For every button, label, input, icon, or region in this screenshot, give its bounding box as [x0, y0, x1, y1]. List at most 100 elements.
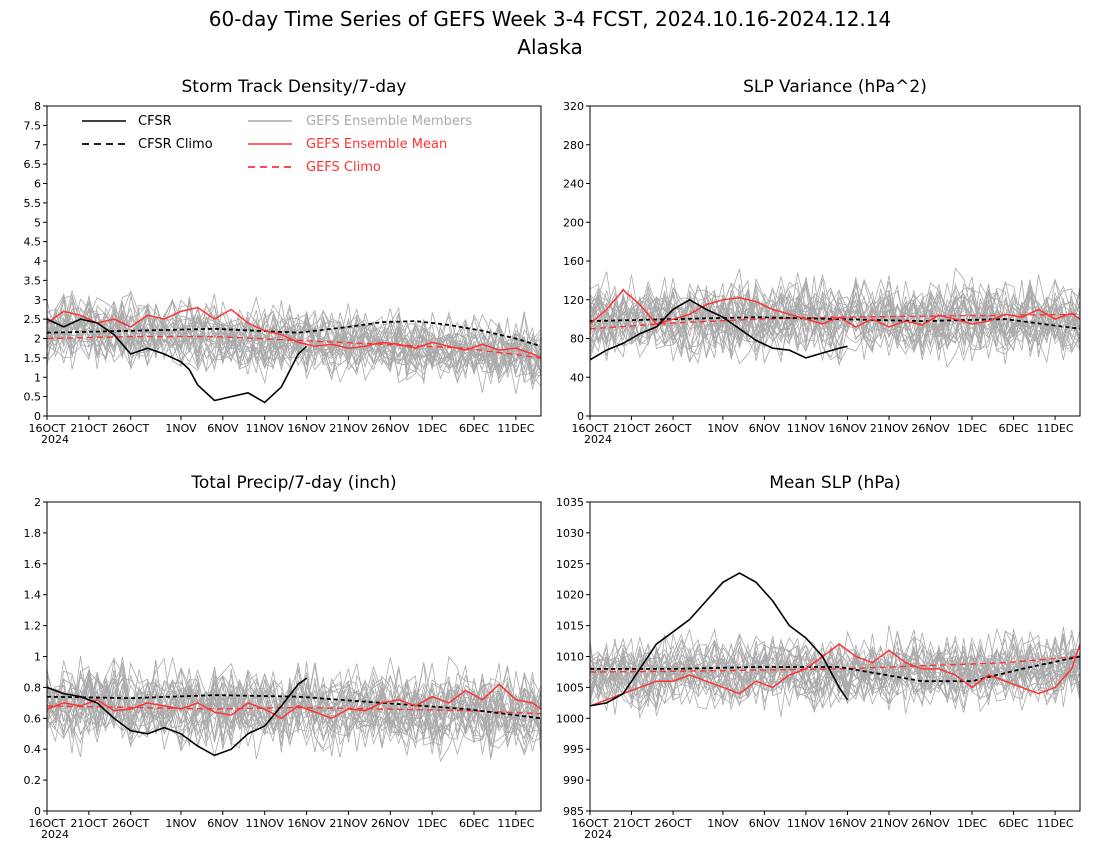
y-tick-label: 1015	[556, 620, 584, 633]
x-tick-label: 6NOV	[207, 817, 239, 830]
y-tick-label: 320	[563, 100, 584, 113]
x-tick-label: 6NOV	[207, 422, 239, 435]
legend-label: GEFS Climo	[306, 160, 381, 175]
plot-area	[47, 289, 541, 404]
y-tick-label: 8	[34, 100, 41, 113]
x-tick-label: 16NOV	[287, 422, 326, 435]
y-tick-label: 3.5	[24, 274, 42, 287]
y-tick-label: 0	[34, 805, 41, 818]
ensemble-member-line	[590, 633, 1080, 712]
x-tick-label: 1NOV	[707, 817, 739, 830]
y-tick-label: 1.8	[24, 527, 42, 540]
x-tick-label: 1NOV	[165, 422, 197, 435]
x-tick-label: 16OCT	[571, 422, 608, 435]
x-tick-label: 16NOV	[828, 422, 867, 435]
y-tick-label: 0.6	[24, 712, 42, 725]
x-tick-label: 21OCT	[613, 817, 650, 830]
series-gefs-ensemble-mean	[590, 289, 1080, 328]
y-tick-label: 0.8	[24, 681, 42, 694]
x-tick-label: 16OCT	[28, 817, 65, 830]
panel-title: Total Precip/7-day (inch)	[190, 473, 396, 493]
x-tick-label: 16NOV	[287, 817, 326, 830]
panel-title: Storm Track Density/7-day	[182, 77, 407, 97]
y-tick-label: 1.5	[24, 352, 42, 365]
ensemble-member-line	[47, 675, 541, 753]
x-tick-label: 26OCT	[112, 422, 149, 435]
ensemble-member-line	[47, 293, 541, 385]
x-year-label: 2024	[41, 433, 69, 446]
x-tick-label: 16NOV	[828, 817, 867, 830]
x-tick-label: 21NOV	[329, 817, 368, 830]
legend-label: GEFS Ensemble Members	[306, 114, 472, 129]
y-tick-label: 1010	[556, 651, 584, 664]
series-gefs-ensemble-mean	[590, 643, 1080, 707]
x-tick-label: 1DEC	[417, 422, 447, 435]
y-tick-label: 1035	[556, 496, 584, 509]
chart-panel-1: Storm Track Density/7-day 0 0.5 1 1.5 2 2.5 3 3.…	[24, 77, 542, 446]
x-tick-label: 26OCT	[655, 422, 692, 435]
ensemble-member-line	[590, 630, 1080, 703]
x-tick-label: 11DEC	[497, 422, 534, 435]
y-tick-label: 240	[563, 178, 584, 191]
ensemble-member-line	[590, 291, 1080, 359]
series-cfsr	[590, 572, 849, 707]
x-tick-label: 21NOV	[870, 817, 909, 830]
y-tick-label: 0	[34, 410, 41, 423]
y-tick-label: 3	[34, 294, 41, 307]
y-tick-label: 995	[563, 743, 584, 756]
y-tick-label: 40	[570, 371, 584, 384]
y-tick-label: 1	[34, 651, 41, 664]
series-gefs-ensemble-mean	[47, 306, 541, 359]
x-tick-label: 11NOV	[246, 817, 285, 830]
series-gefs-ensemble-mean	[47, 683, 541, 720]
x-tick-label: 6DEC	[999, 422, 1029, 435]
x-tick-label: 1NOV	[165, 817, 197, 830]
series-gefs-climo	[47, 705, 541, 715]
series-cfsr-climo	[47, 320, 541, 348]
y-tick-label: 7	[34, 139, 41, 152]
chart-panels: Storm Track Density/7-day 0 0.5 1 1.5 2 2.5 3 3.…	[24, 77, 1081, 841]
ensemble-member-line	[590, 285, 1080, 363]
series-cfsr-climo	[590, 316, 1080, 330]
y-tick-label: 6.5	[24, 158, 42, 171]
legend: CFSR CFSR Climo GEFS Ensemble Members GEFS …	[82, 114, 472, 175]
y-tick-label: 2	[34, 496, 41, 509]
ensemble-member-line	[47, 655, 541, 752]
legend-label: CFSR	[138, 114, 172, 129]
x-tick-label: 21OCT	[70, 422, 107, 435]
series-cfsr	[590, 298, 848, 361]
x-tick-label: 6DEC	[459, 817, 489, 830]
ensemble-member-line	[47, 296, 541, 383]
y-tick-label: 120	[563, 294, 584, 307]
ensemble-member-line	[590, 633, 1080, 717]
x-tick-label: 16OCT	[571, 817, 608, 830]
plot-frame	[46, 501, 542, 812]
y-tick-label: 0.2	[24, 774, 42, 787]
ensemble-member-line	[590, 267, 1080, 361]
x-tick-label: 6NOV	[749, 422, 781, 435]
series-gefs-climo	[590, 313, 1080, 330]
x-tick-label: 26OCT	[112, 817, 149, 830]
y-tick-label: 1000	[556, 712, 584, 725]
x-year-label: 2024	[584, 433, 612, 446]
x-tick-label: 11DEC	[1037, 817, 1074, 830]
x-tick-label: 26NOV	[911, 817, 950, 830]
figure-subtitle: Alaska	[517, 35, 582, 59]
y-tick-label: 990	[563, 774, 584, 787]
y-tick-label: 1	[34, 371, 41, 384]
series-cfsr	[47, 318, 308, 404]
y-tick-label: 2.5	[24, 313, 42, 326]
legend-label: GEFS Ensemble Mean	[306, 137, 447, 152]
x-tick-label: 21NOV	[329, 422, 368, 435]
x-tick-label: 16OCT	[28, 422, 65, 435]
y-tick-label: 80	[570, 333, 584, 346]
ensemble-member-line	[47, 666, 541, 746]
chart-panel-3: Total Precip/7-day (inch)00.20.40.60.811…	[24, 473, 542, 841]
ensemble-member-line	[47, 298, 541, 385]
x-tick-label: 6DEC	[999, 817, 1029, 830]
y-tick-label: 0.5	[24, 391, 42, 404]
ensemble-member-line	[590, 278, 1080, 358]
x-tick-label: 1DEC	[957, 817, 987, 830]
ensemble-member-line	[47, 303, 541, 385]
